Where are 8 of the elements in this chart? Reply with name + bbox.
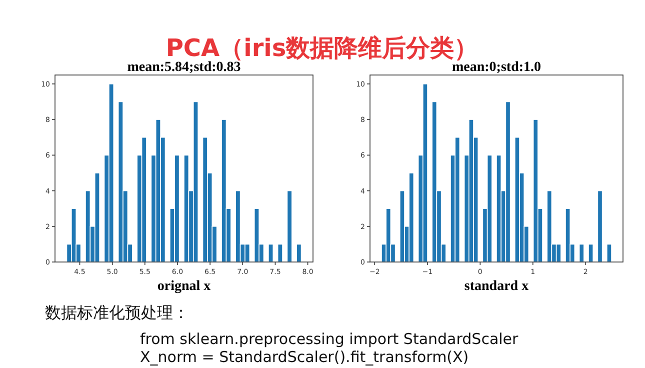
x-axis-title: orignal x [157,279,211,294]
text: X_norm = StandardScaler().fit_transform(X) [140,348,469,366]
chart-title: mean:0;std:1.0 [452,60,542,75]
text: 数据标准化预处理： [45,303,189,322]
text: from sklearn.preprocessing import StandardScaler [140,330,520,348]
chart-title: mean:5.84;std:0.83 [127,60,241,75]
x-axis-title: standard x [464,279,529,294]
text: PCA（iris数据降维后分类） [166,34,478,62]
